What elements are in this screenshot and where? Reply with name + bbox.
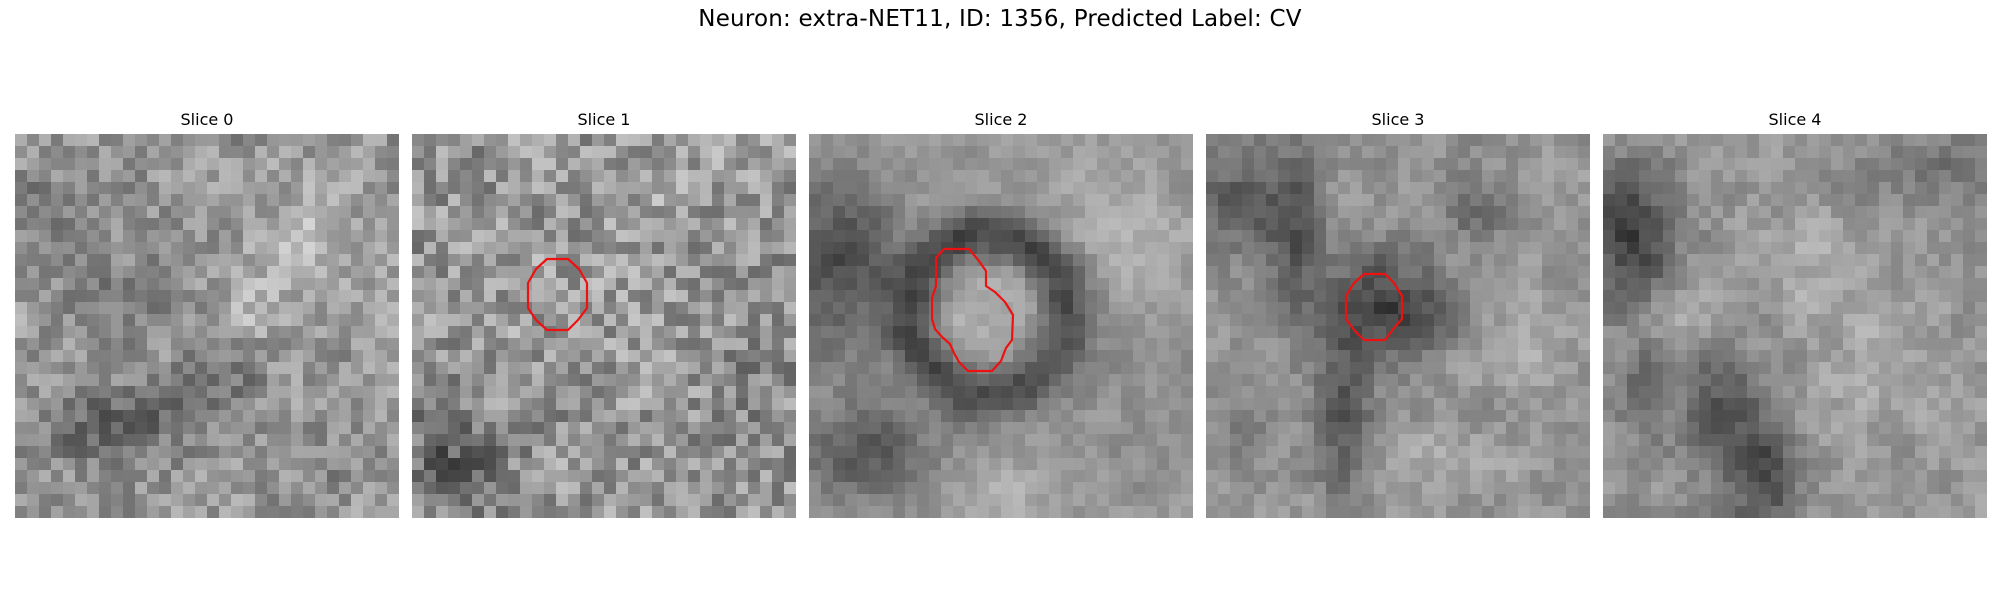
slice-title: Slice 0 (180, 110, 234, 129)
slice-image (1603, 134, 1987, 518)
neuron-contour (1344, 272, 1404, 342)
slice-panel-1: Slice 1 (412, 108, 796, 518)
slice-panel-4: Slice 4 (1603, 108, 1987, 518)
slice-panel-0: Slice 0 (15, 108, 399, 518)
figure-title: Neuron: extra-NET11, ID: 1356, Predicted… (698, 6, 1302, 32)
slice-image (809, 134, 1193, 518)
slice-panel-3: Slice 3 (1206, 108, 1590, 518)
neuron-contour-overlay (526, 257, 589, 332)
slice-image (412, 134, 796, 518)
slice-image (1206, 134, 1590, 518)
slice-title: Slice 3 (1371, 110, 1425, 129)
slice-image (15, 134, 399, 518)
neuron-contour-overlay (1344, 272, 1404, 342)
neuron-contour-overlay (930, 247, 1015, 373)
neuron-contour (526, 257, 589, 332)
neuron-contour (930, 247, 1015, 373)
slice-panel-2: Slice 2 (809, 108, 1193, 518)
slice-title: Slice 4 (1768, 110, 1822, 129)
slice-title: Slice 2 (974, 110, 1028, 129)
slice-title: Slice 1 (577, 110, 631, 129)
